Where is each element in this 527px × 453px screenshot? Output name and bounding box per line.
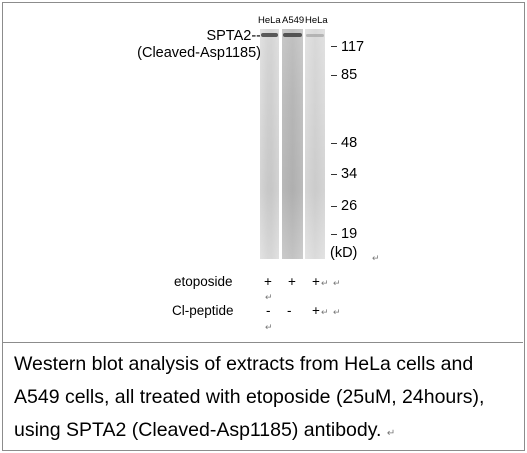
marker-tick-48 bbox=[331, 143, 337, 145]
marker-85: 85 bbox=[341, 67, 358, 83]
return-mark: ↵ bbox=[265, 292, 273, 302]
treatment-label-etoposide: etoposide bbox=[174, 274, 233, 289]
sign-etoposide-lane-1: + bbox=[264, 274, 272, 289]
marker-tick-34 bbox=[331, 174, 337, 176]
return-mark: ↵ bbox=[333, 307, 341, 317]
sign-etoposide-lane-3: + bbox=[312, 274, 320, 289]
blot-lane-3 bbox=[305, 29, 325, 259]
protein-label: SPTA2-- bbox=[206, 28, 261, 44]
treatment-label-cl-peptide: Cl-peptide bbox=[172, 303, 234, 318]
caption-line-3-text: using SPTA2 (Cleaved-Asp1185) antibody. bbox=[14, 419, 382, 441]
figure-caption: Western blot analysis of extracts from H… bbox=[14, 348, 519, 450]
marker-26: 26 bbox=[341, 198, 358, 214]
band-lane-2 bbox=[283, 33, 302, 37]
blot-lane-1 bbox=[260, 29, 279, 259]
return-mark: ↵ bbox=[372, 253, 380, 263]
marker-48: 48 bbox=[341, 135, 358, 151]
marker-tick-26 bbox=[331, 206, 337, 208]
caption-line-3: using SPTA2 (Cleaved-Asp1185) antibody. … bbox=[14, 414, 519, 450]
lane-label-hela-2: HeLa bbox=[305, 15, 328, 26]
band-lane-1 bbox=[261, 33, 278, 37]
sign-etoposide-lane-2: + bbox=[288, 274, 296, 289]
return-mark: ↵ bbox=[265, 322, 273, 332]
sign-cl-peptide-lane-2: - bbox=[287, 303, 292, 318]
caption-divider bbox=[3, 342, 523, 343]
return-mark: ↵ bbox=[333, 278, 341, 288]
lane-label-hela-1: HeLa bbox=[258, 15, 281, 26]
marker-tick-85 bbox=[331, 75, 337, 77]
return-mark: ↵ bbox=[386, 428, 396, 439]
marker-34: 34 bbox=[341, 166, 358, 182]
band-lane-3 bbox=[306, 34, 324, 37]
return-mark: ↵ bbox=[321, 278, 329, 288]
marker-19: 19 bbox=[341, 226, 358, 242]
marker-tick-117 bbox=[331, 46, 337, 48]
protein-label-cleavage: (Cleaved-Asp1185) bbox=[137, 45, 261, 61]
unit-label: (kD) bbox=[330, 245, 358, 261]
return-mark: ↵ bbox=[321, 307, 329, 317]
caption-line-2: A549 cells, all treated with etoposide (… bbox=[14, 386, 485, 408]
sign-cl-peptide-lane-3: + bbox=[312, 303, 320, 318]
caption-line-1: Western blot analysis of extracts from H… bbox=[14, 353, 474, 375]
blot-lane-2 bbox=[282, 29, 303, 259]
marker-tick-19 bbox=[331, 234, 337, 236]
sign-cl-peptide-lane-1: - bbox=[266, 303, 271, 318]
lane-label-a549: A549 bbox=[282, 15, 305, 26]
marker-117: 117 bbox=[341, 39, 365, 55]
